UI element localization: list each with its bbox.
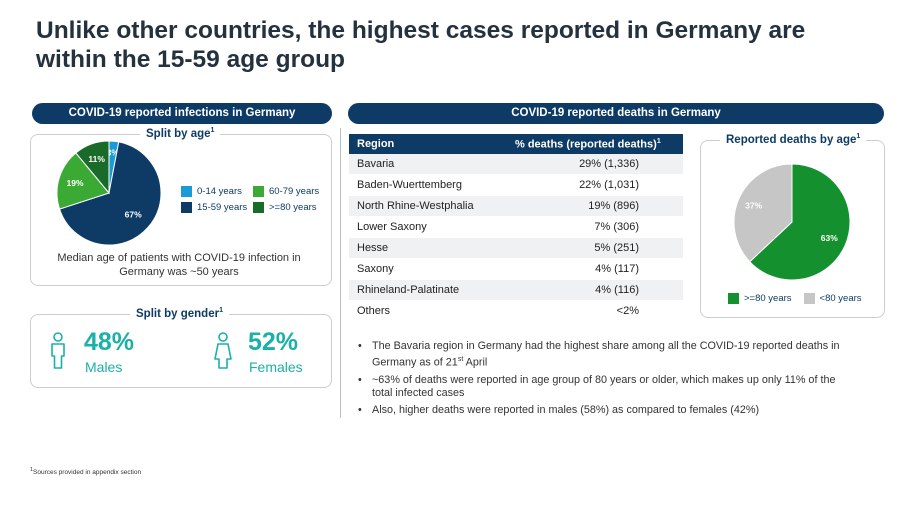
- gender-split-heading: Split by gender1: [130, 307, 229, 320]
- legend-item-under-80: <80 years: [803, 293, 862, 304]
- pie-slice-label: 11%: [88, 154, 105, 164]
- deaths-cell: 5% (251): [507, 237, 683, 259]
- infections-section-header: COVID-19 reported infections in Germany: [32, 103, 332, 124]
- deaths-age-pie-chart: 63% 37%: [733, 163, 851, 281]
- pie-slice: [58, 141, 162, 246]
- legend-label: <80 years: [819, 293, 862, 304]
- bullet-item: The Bavaria region in Germany had the hi…: [358, 340, 858, 370]
- table-row: Others <2%: [349, 300, 683, 322]
- column-header-region: Region: [349, 134, 507, 154]
- age-legend: 0-14 years 60-79 years 15-59 years >=80 …: [181, 186, 331, 213]
- table-header-row: Region % deaths (reported deaths)1: [349, 134, 683, 154]
- pie-slice-label: 67%: [125, 209, 142, 219]
- legend-swatch: [803, 293, 815, 304]
- table-row: Hesse 5% (251): [349, 237, 683, 259]
- region-cell: Lower Saxony: [349, 216, 507, 238]
- page-title: Unlike other countries, the highest case…: [36, 17, 806, 73]
- legend-label: 60-79 years: [269, 186, 320, 197]
- legend-swatch: [728, 293, 739, 304]
- pie-slice-label: 19%: [67, 178, 84, 188]
- table-row: North Rhine-Westphalia 19% (896): [349, 195, 683, 217]
- deaths-cell: 29% (1,336): [507, 154, 683, 175]
- table-row: Rhineland-Palatinate 4% (116): [349, 279, 683, 301]
- deaths-section-header: COVID-19 reported deaths in Germany: [348, 103, 884, 124]
- pie-slice-label: 37%: [745, 200, 762, 210]
- age-pie-chart: 3% 67% 19% 11%: [56, 140, 162, 246]
- pie-slice: [733, 163, 793, 263]
- legend-label: 15-59 years: [197, 202, 248, 213]
- pie-slice-label: 3%: [107, 148, 120, 158]
- section-divider: [340, 128, 341, 418]
- female-label: Females: [249, 359, 303, 375]
- legend-swatch: [181, 202, 192, 213]
- legend-item-60-79: 60-79 years: [253, 186, 331, 197]
- footnote: 1Sources provided in appendix section: [30, 467, 142, 477]
- column-header-deaths: % deaths (reported deaths)1: [507, 134, 683, 154]
- deaths-cell: 19% (896): [507, 195, 683, 217]
- region-cell: Baden-Wuerttemberg: [349, 174, 507, 196]
- age-split-heading: Split by age1: [140, 127, 221, 140]
- region-cell: North Rhine-Westphalia: [349, 195, 507, 217]
- bullet-item: Also, higher deaths were reported in mal…: [358, 404, 858, 417]
- pie-slice-label: 63%: [821, 233, 838, 243]
- table-row: Lower Saxony 7% (306): [349, 216, 683, 238]
- region-cell: Others: [349, 300, 507, 322]
- table-row: Bavaria 29% (1,336): [349, 154, 683, 175]
- male-label: Males: [85, 359, 123, 375]
- female-person-icon: [214, 332, 232, 369]
- legend-item-15-59: 15-59 years: [181, 202, 253, 213]
- legend-item-80-plus: >=80 years: [253, 202, 331, 213]
- deaths-cell: 7% (306): [507, 216, 683, 238]
- deaths-age-legend: >=80 years <80 years: [728, 293, 862, 304]
- median-age-text: Median age of patients with COVID-19 inf…: [57, 252, 301, 278]
- gender-split-panel: [30, 314, 332, 388]
- bullet-item: ~63% of deaths were reported in age grou…: [358, 374, 858, 400]
- legend-swatch: [253, 186, 264, 197]
- region-cell: Rhineland-Palatinate: [349, 279, 507, 301]
- table-row: Baden-Wuerttemberg 22% (1,031): [349, 174, 683, 196]
- region-cell: Hesse: [349, 237, 507, 259]
- legend-swatch: [253, 202, 264, 213]
- pie-slice: [56, 152, 110, 210]
- key-findings-list: The Bavaria region in Germany had the hi…: [358, 340, 858, 421]
- deaths-by-age-heading: Reported deaths by age1: [720, 133, 867, 146]
- legend-item-80-plus: >=80 years: [728, 293, 792, 304]
- legend-label: >=80 years: [269, 202, 317, 213]
- legend-item-0-14: 0-14 years: [181, 186, 253, 197]
- region-cell: Bavaria: [349, 154, 507, 175]
- male-person-icon: [51, 332, 65, 369]
- legend-label: 0-14 years: [197, 186, 242, 197]
- table-row: Saxony 4% (117): [349, 258, 683, 280]
- table-body: Bavaria 29% (1,336) Baden-Wuerttemberg 22% …: [349, 154, 683, 322]
- pie-slice: [75, 140, 110, 195]
- deaths-cell: 4% (117): [507, 258, 683, 280]
- deaths-cell: 4% (116): [507, 279, 683, 301]
- deaths-cell: 22% (1,031): [507, 174, 683, 196]
- legend-swatch: [181, 186, 192, 197]
- female-percentage: 52%: [248, 328, 299, 356]
- pie-slice: [749, 163, 851, 281]
- regional-deaths-table: Region % deaths (reported deaths)1 Bavar…: [349, 134, 683, 322]
- region-cell: Saxony: [349, 258, 507, 280]
- deaths-cell: <2%: [507, 300, 683, 322]
- legend-label: >=80 years: [744, 293, 792, 304]
- male-percentage: 48%: [84, 328, 135, 356]
